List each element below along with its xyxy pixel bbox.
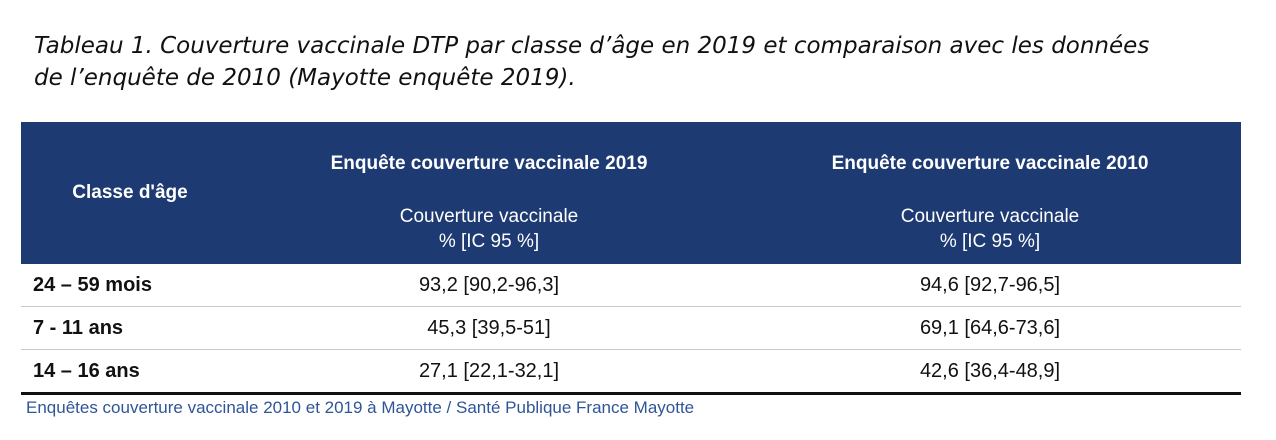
age-class-cell: 24 – 59 mois	[33, 273, 152, 296]
coverage-2019-cell: 27,1 [22,1-32,1]	[418, 359, 560, 382]
table-row: 14 – 16 ans 27,1 [22,1-32,1] 42,6 [36,4-…	[21, 349, 1241, 393]
vaccination-table-container: Classe d'âge Enquête couverture vaccinal…	[21, 122, 1241, 395]
caption-line-2: de l’enquête de 2010 (Mayotte enquête 20…	[34, 65, 576, 91]
header-row-2: Couverture vaccinale % [IC 95 %] Couvert…	[21, 200, 1241, 264]
coverage-subheader-2010-line1: Couverture vaccinale	[900, 206, 1080, 227]
survey-2019-header: Enquête couverture vaccinale 2019	[239, 122, 739, 200]
caption-line-1: Tableau 1. Couverture vaccinale DTP par …	[34, 33, 1150, 59]
coverage-2010-cell: 94,6 [92,7-96,5]	[919, 273, 1061, 296]
table-row: 24 – 59 mois 93,2 [90,2-96,3] 94,6 [92,7…	[21, 264, 1241, 307]
coverage-subheader-2019-line2: % [IC 95 %]	[438, 231, 540, 252]
coverage-2010-cell: 42,6 [36,4-48,9]	[919, 359, 1061, 382]
table-row: 7 - 11 ans 45,3 [39,5-51] 69,1 [64,6-73,…	[21, 306, 1241, 350]
coverage-subheader-2019-line1: Couverture vaccinale	[399, 206, 579, 227]
age-class-header: Classe d'âge	[21, 122, 239, 264]
source-note: Enquêtes couverture vaccinale 2010 et 20…	[26, 398, 695, 417]
vaccination-coverage-table: Classe d'âge Enquête couverture vaccinal…	[21, 122, 1241, 392]
coverage-2010-cell: 69,1 [64,6-73,6]	[919, 316, 1061, 339]
coverage-subheader-2010: Couverture vaccinale % [IC 95 %]	[739, 200, 1241, 264]
coverage-2019-cell: 93,2 [90,2-96,3]	[418, 273, 560, 296]
table-bottom-rule	[21, 392, 1241, 395]
coverage-subheader-2019: Couverture vaccinale % [IC 95 %]	[239, 200, 739, 264]
table-caption: Tableau 1. Couverture vaccinale DTP par …	[34, 30, 1254, 94]
age-class-cell: 14 – 16 ans	[33, 359, 140, 382]
survey-2010-header: Enquête couverture vaccinale 2010	[739, 122, 1241, 200]
age-class-cell: 7 - 11 ans	[33, 316, 124, 339]
table-header: Classe d'âge Enquête couverture vaccinal…	[21, 122, 1241, 264]
header-row-1: Classe d'âge Enquête couverture vaccinal…	[21, 122, 1241, 264]
table-body: 24 – 59 mois 93,2 [90,2-96,3] 94,6 [92,7…	[21, 264, 1241, 392]
coverage-subheader-2010-line2: % [IC 95 %]	[939, 231, 1041, 252]
coverage-2019-cell: 45,3 [39,5-51]	[427, 316, 551, 339]
